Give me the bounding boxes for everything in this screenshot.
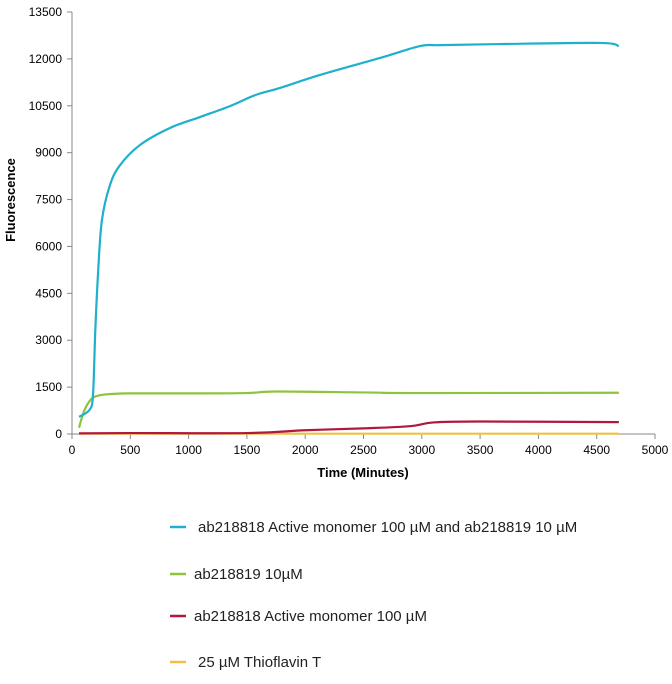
legend-label: ab218818 Active monomer 100 µM — [194, 608, 427, 625]
legend-label: ab218819 10µM — [194, 566, 303, 583]
y-tick-label: 4500 — [35, 286, 62, 300]
y-tick-label: 0 — [55, 427, 62, 441]
y-tick-label: 13500 — [29, 5, 63, 19]
y-tick-label: 6000 — [35, 239, 62, 253]
x-tick-label: 3000 — [408, 443, 435, 457]
x-tick-label: 2500 — [350, 443, 377, 457]
x-tick-label: 4000 — [525, 443, 552, 457]
x-tick-label: 500 — [120, 443, 140, 457]
y-axis-label: Fluorescence — [3, 158, 18, 242]
x-tick-label: 0 — [69, 443, 76, 457]
x-tick-label: 1500 — [234, 443, 261, 457]
x-tick-label: 1000 — [175, 443, 202, 457]
x-tick-label: 5000 — [642, 443, 669, 457]
legend-label: 25 µM Thioflavin T — [198, 654, 321, 671]
series-line — [78, 420, 619, 435]
x-tick-label: 2000 — [292, 443, 319, 457]
legend-label: ab218818 Active monomer 100 µM and ab218… — [198, 519, 577, 536]
x-tick-label: 4500 — [583, 443, 610, 457]
x-axis-label: Time (Minutes) — [317, 465, 409, 480]
series-line — [77, 390, 619, 429]
y-tick-label: 12000 — [29, 52, 63, 66]
y-tick-label: 1500 — [35, 380, 62, 394]
y-tick-label: 9000 — [35, 146, 62, 160]
series-line — [78, 41, 620, 418]
y-tick-label: 3000 — [35, 333, 62, 347]
y-tick-label: 10500 — [29, 99, 63, 113]
x-tick-label: 3500 — [467, 443, 494, 457]
y-tick-label: 7500 — [35, 193, 62, 207]
